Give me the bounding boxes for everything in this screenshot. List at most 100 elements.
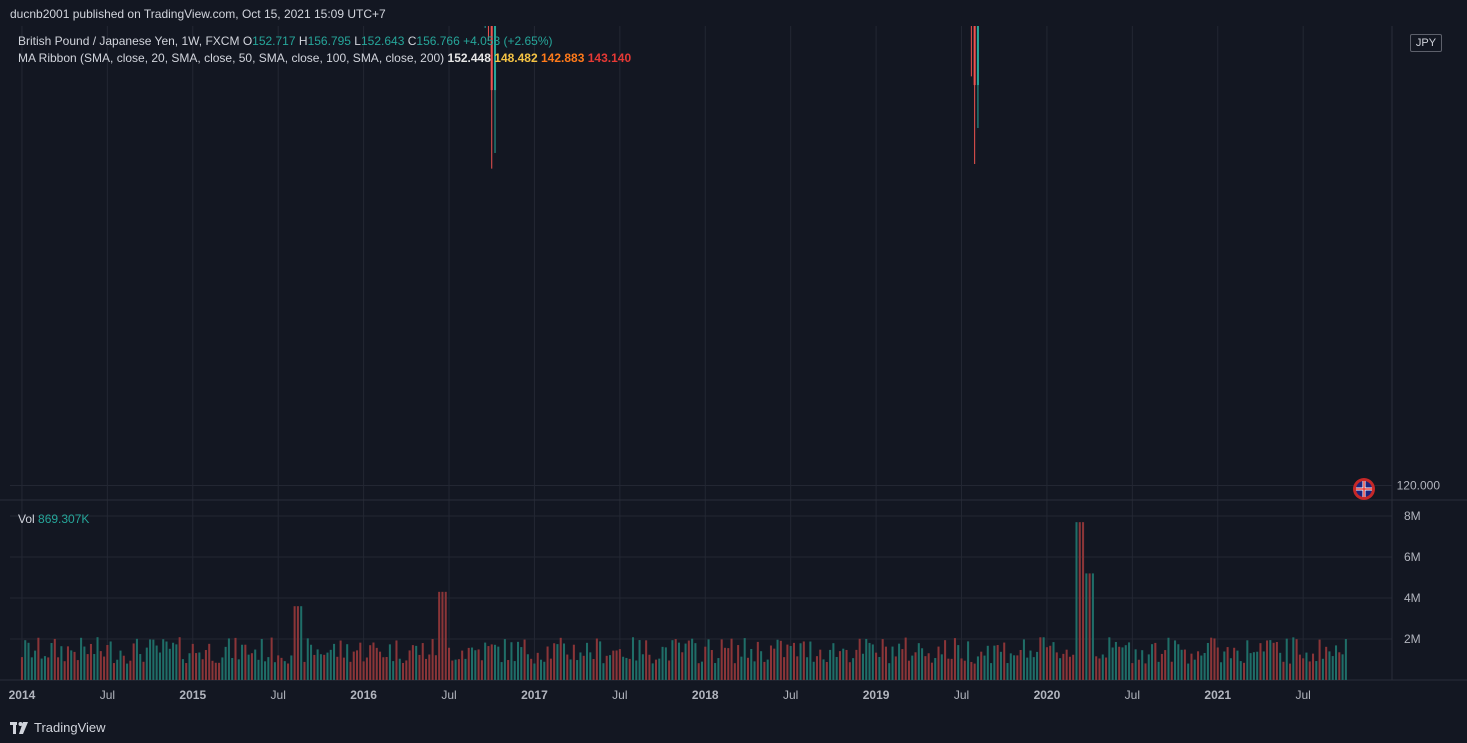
volume-bar (723, 647, 727, 680)
volume-bar (139, 654, 142, 680)
volume-bar (963, 660, 966, 680)
volume-bar (832, 643, 835, 680)
volume-bar (50, 643, 53, 680)
volume-bar (986, 645, 989, 680)
volume-bar (1124, 645, 1127, 680)
volume-bar (526, 654, 529, 680)
ma200-value: 143.140 (587, 51, 632, 65)
time-axis-label: Jul (271, 688, 286, 702)
volume-bar (1055, 652, 1058, 680)
volume-bar (1003, 642, 1006, 680)
volume-bar (480, 660, 483, 680)
volume-bar (1082, 522, 1085, 680)
volume-bar (967, 641, 970, 680)
volume-bar (359, 642, 362, 680)
volume-bar (70, 650, 73, 680)
time-axis-label: 2017 (521, 688, 548, 702)
volume-bar (227, 638, 230, 680)
volume-bar (103, 656, 106, 680)
volume-bar (960, 658, 963, 680)
volume-bar (172, 642, 175, 680)
volume-bar (57, 657, 60, 680)
volume-bar (1157, 661, 1160, 680)
volume-bar (1344, 639, 1347, 680)
volume-bar (135, 638, 138, 680)
volume-bar (1325, 646, 1328, 680)
open-value: 152.717 (252, 34, 296, 48)
volume-bar (809, 641, 812, 680)
time-axis-label: 2014 (9, 688, 36, 702)
volume-bar (126, 663, 129, 680)
volume-bar (1036, 651, 1039, 680)
volume-bar (543, 661, 546, 680)
volume-bar (983, 655, 986, 680)
volume-bar (668, 660, 671, 680)
volume-bar (1331, 656, 1334, 680)
chart-area[interactable]: 120.000130.000140.000150.000160.000170.0… (0, 26, 1467, 712)
volume-bar (132, 643, 135, 680)
volume-bar (428, 654, 431, 680)
volume-bar (267, 657, 270, 680)
volume-bar (635, 660, 638, 680)
volume-bar (687, 640, 690, 680)
volume-bar (181, 659, 184, 680)
volume-bar (356, 650, 359, 680)
volume-bar (474, 650, 477, 680)
volume-bar (1206, 642, 1209, 680)
volume-bar (149, 639, 152, 680)
volume-bar (576, 660, 579, 680)
volume-bar (431, 639, 434, 680)
volume-bar (622, 656, 625, 680)
volume-bar (83, 646, 86, 680)
volume-value: 869.307K (38, 512, 90, 526)
volume-bar (372, 642, 375, 680)
volume-bar (1200, 655, 1203, 680)
volume-bar (1068, 656, 1071, 680)
volume-bar (168, 648, 171, 680)
volume-bar (418, 654, 421, 680)
volume-bar (602, 663, 605, 680)
volume-bar (421, 643, 424, 680)
volume-bar (234, 637, 237, 680)
volume-bar (214, 662, 217, 680)
volume-bar (1144, 663, 1147, 680)
volume-bar (24, 640, 27, 680)
volume-bar (1328, 651, 1331, 680)
volume-bar (326, 652, 329, 680)
volume-bar (487, 646, 490, 680)
bottom-bar: TradingView (0, 712, 1467, 743)
volume-bar (1233, 647, 1236, 680)
volume-bar (1295, 639, 1298, 680)
volume-bar (93, 654, 96, 680)
volume-bar (451, 660, 454, 680)
volume-bar (211, 660, 214, 680)
volume-bar (30, 657, 33, 680)
volume-bar (884, 646, 887, 680)
volume-bar (362, 661, 365, 680)
volume-bars (20, 522, 1347, 680)
volume-bar (178, 637, 181, 680)
volume-bar (254, 649, 257, 680)
low-value: 152.643 (360, 34, 405, 48)
volume-bar (339, 640, 342, 680)
volume-bar (280, 657, 283, 680)
volume-bar (1187, 663, 1190, 680)
volume-bar (1226, 647, 1229, 680)
volume-bar (162, 639, 165, 680)
volume-bar (116, 659, 119, 680)
volume-bar (1065, 649, 1068, 680)
volume-bar (1223, 651, 1226, 680)
volume-bar (1022, 639, 1025, 680)
volume-bar (1236, 650, 1239, 680)
volume-bar (737, 645, 740, 680)
volume-bar (1016, 655, 1019, 680)
volume-bar (155, 645, 158, 680)
volume-bar (264, 661, 267, 680)
tradingview-logo[interactable]: TradingView (10, 720, 106, 735)
currency-badge[interactable]: JPY (1410, 34, 1442, 52)
volume-bar (792, 642, 795, 680)
volume-bar (743, 638, 746, 680)
volume-bar (730, 638, 733, 680)
volume-bar (1229, 658, 1232, 680)
volume-bar (1141, 650, 1144, 680)
